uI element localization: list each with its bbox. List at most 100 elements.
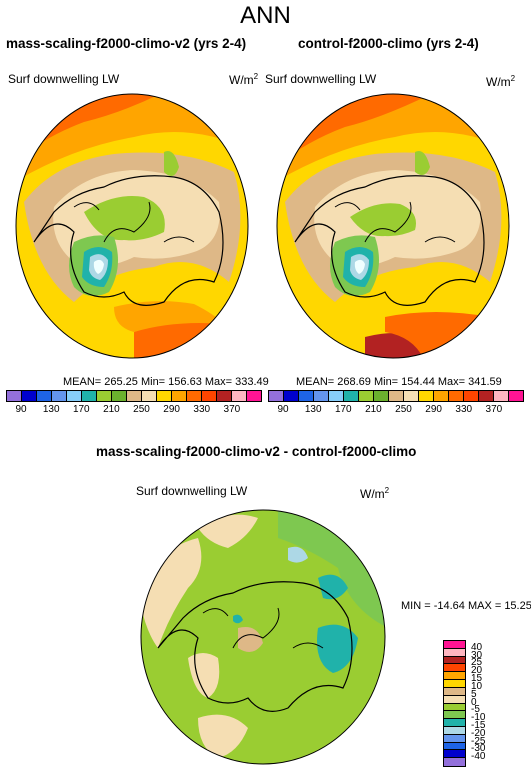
- colorbar-swatch: [404, 391, 419, 401]
- colorbar-swatch: [97, 391, 112, 401]
- panel-2-stats: MEAN= 268.69 Min= 154.44 Max= 341.59: [296, 376, 502, 388]
- panel-3-stats: MIN = -14.64 MAX = 15.25: [401, 600, 531, 612]
- colorbar-swatch: [444, 703, 465, 712]
- colorbar-label: -25: [471, 735, 486, 747]
- colorbar-swatch: [389, 391, 404, 401]
- colorbar-swatch: [359, 391, 374, 401]
- colorbar-label: 210: [365, 404, 382, 415]
- colorbar-swatch: [112, 391, 127, 401]
- colorbar-label: 330: [193, 404, 211, 415]
- colorbar-swatch: [344, 391, 359, 401]
- colorbar-2-labels: 90 130 170 210 250 290 330 370: [268, 402, 524, 416]
- colorbar-label: 20: [471, 665, 483, 677]
- colorbar-swatch: [172, 391, 187, 401]
- panel-2-variable: Surf downwelling LW: [265, 72, 377, 86]
- colorbar-swatch: [127, 391, 142, 401]
- colorbar-label: 250: [133, 404, 150, 415]
- colorbar-swatch: [202, 391, 217, 401]
- coastline-detail: [334, 201, 456, 243]
- europe-warm-region: [114, 301, 224, 332]
- colorbar-swatch: [444, 742, 465, 751]
- colorbar-swatch: [444, 726, 465, 735]
- colorbar-label: 290: [163, 404, 180, 415]
- colorbar-diff: 40 30 25 20 15 10 5 0 -5 -10 -15 -20 -25 -30 -40: [443, 640, 523, 767]
- colorbar-swatch: [7, 391, 22, 401]
- colorbar-swatch: [444, 656, 465, 665]
- panel-1-title: mass-scaling-f2000-climo-v2 (yrs 2-4): [6, 36, 247, 51]
- coastline-detail: [73, 201, 195, 243]
- diff-south-tan: [198, 714, 248, 758]
- colorbar-swatch: [434, 391, 449, 401]
- panel-2-title: control-f2000-climo (yrs 2-4): [298, 36, 479, 51]
- panel-1-unit: W/m2: [229, 72, 259, 87]
- colorbar-label: 130: [42, 404, 60, 415]
- coastline-outline: [294, 175, 485, 306]
- colorbar-swatch: [232, 391, 247, 401]
- coastline-outline: [33, 175, 224, 306]
- colorbar-swatch: [464, 391, 479, 401]
- arctic-green: [84, 196, 165, 241]
- colorbar-diff-swatches: [443, 640, 466, 767]
- colorbar-2: 90 130 170 210 250 290 330 370: [268, 390, 524, 418]
- colorbar-swatch: [444, 695, 465, 704]
- colorbar-swatch: [444, 711, 465, 720]
- coastline-detail: [202, 607, 324, 649]
- colorbar-label: -20: [471, 727, 486, 739]
- colorbar-label: 370: [485, 404, 503, 415]
- colorbar-label: 170: [334, 404, 352, 415]
- panel-3-title: mass-scaling-f2000-climo-v2 - control-f2…: [96, 444, 417, 459]
- panel-2-map: [276, 93, 510, 359]
- panel-3-variable: Surf downwelling LW: [136, 484, 248, 498]
- main-title: ANN: [240, 2, 291, 29]
- colorbar-label: 170: [72, 404, 90, 415]
- diff-ne-teal: [318, 574, 348, 600]
- colorbar-label: 130: [304, 404, 322, 415]
- panel-1-stats: MEAN= 265.25 Min= 156.63 Max= 333.49: [63, 376, 269, 388]
- colorbar-label: 0: [471, 696, 477, 708]
- colorbar-label: 15: [471, 673, 483, 685]
- colorbar-swatch: [82, 391, 97, 401]
- colorbar-swatch: [444, 750, 465, 759]
- colorbar-swatch: [444, 664, 465, 673]
- colorbar-label: 290: [425, 404, 442, 415]
- colorbar-swatch: [67, 391, 82, 401]
- diff-greenland-tan: [188, 653, 220, 698]
- panel-2-unit: W/m2: [486, 74, 516, 89]
- colorbar-label: 90: [15, 404, 27, 415]
- colorbar-swatch: [52, 391, 67, 401]
- colorbar-swatch: [374, 391, 389, 401]
- colorbar-swatch: [444, 719, 465, 727]
- diff-arctic-tan: [238, 627, 263, 652]
- colorbar-diff-labels: 40 30 25 20 15 10 5 0 -5 -10 -15 -20 -25 -30 -40: [471, 640, 511, 765]
- colorbar-swatch: [449, 391, 464, 401]
- colorbar-label: 10: [471, 680, 483, 692]
- colorbar-swatch: [217, 391, 232, 401]
- colorbar-label: 370: [223, 404, 241, 415]
- colorbar-label: 210: [103, 404, 120, 415]
- colorbar-label: -10: [471, 712, 486, 724]
- colorbar-swatch: [157, 391, 172, 401]
- colorbar-label: 40: [471, 641, 483, 653]
- colorbar-swatch: [444, 687, 465, 696]
- colorbar-swatch: [37, 391, 52, 401]
- siberia-green: [415, 151, 430, 176]
- colorbar-swatch: [22, 391, 37, 401]
- diff-north-tan: [198, 514, 258, 548]
- colorbar-label: 30: [471, 649, 483, 661]
- colorbar-swatch: [444, 641, 465, 649]
- colorbar-label: -5: [471, 704, 480, 716]
- colorbar-swatch: [444, 648, 465, 657]
- colorbar-swatch: [142, 391, 157, 401]
- diff-north-light: [288, 546, 308, 563]
- colorbar-swatch: [299, 391, 314, 401]
- diff-siberia-teal: [317, 624, 358, 673]
- colorbar-label: -15: [471, 719, 486, 731]
- panel-3-unit: W/m2: [360, 486, 390, 501]
- colorbar-1-swatches: [6, 390, 262, 402]
- colorbar-swatch: [444, 672, 465, 681]
- panel-3-map: [140, 509, 386, 765]
- colorbar-2-swatches: [268, 390, 524, 402]
- colorbar-label: -30: [471, 743, 486, 755]
- colorbar-label: 90: [277, 404, 289, 415]
- colorbar-swatch: [419, 391, 434, 401]
